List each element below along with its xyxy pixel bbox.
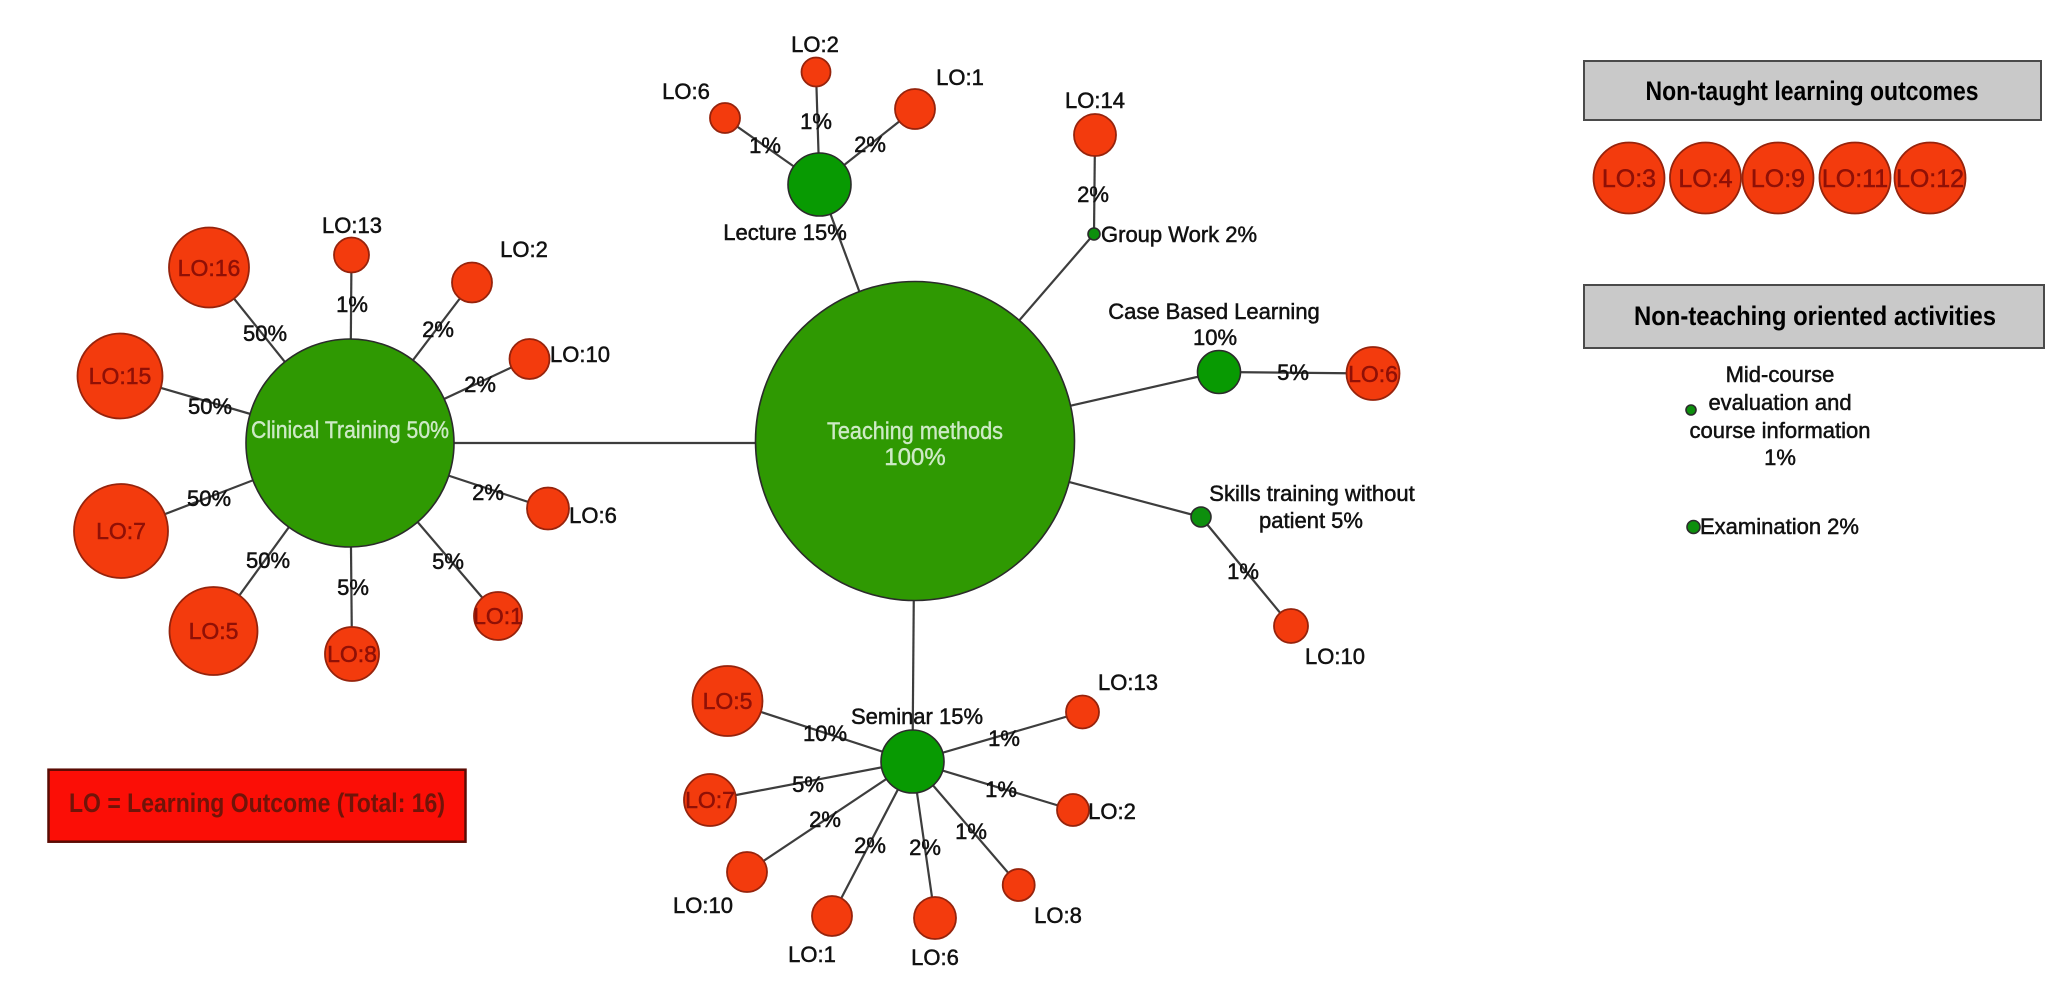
svg-text:LO:8: LO:8 <box>327 641 377 667</box>
svg-text:1%: 1% <box>800 109 832 134</box>
svg-text:1%: 1% <box>749 133 781 158</box>
svg-text:Examination 2%: Examination 2% <box>1700 514 1859 539</box>
svg-text:Non-taught learning outcomes: Non-taught learning outcomes <box>1646 76 1979 106</box>
svg-text:1%: 1% <box>955 819 987 844</box>
svg-text:LO:15: LO:15 <box>89 363 152 389</box>
svg-text:1%: 1% <box>336 292 368 317</box>
svg-text:LO:10: LO:10 <box>550 342 610 367</box>
svg-text:5%: 5% <box>432 549 464 574</box>
svg-text:5%: 5% <box>1277 360 1309 385</box>
svg-text:LO:1: LO:1 <box>788 942 836 967</box>
svg-text:LO:5: LO:5 <box>703 688 753 714</box>
svg-text:Clinical Training 50%: Clinical Training 50% <box>251 417 449 444</box>
svg-text:LO:5: LO:5 <box>189 618 239 644</box>
svg-text:Seminar 15%: Seminar 15% <box>851 704 983 729</box>
svg-text:evaluation and: evaluation and <box>1708 390 1851 415</box>
svg-text:10%: 10% <box>803 721 847 746</box>
svg-text:LO:2: LO:2 <box>791 32 839 57</box>
svg-text:patient 5%: patient 5% <box>1259 508 1363 533</box>
svg-text:2%: 2% <box>1077 182 1109 207</box>
svg-text:50%: 50% <box>246 548 290 573</box>
svg-text:2%: 2% <box>809 807 841 832</box>
svg-text:LO:9: LO:9 <box>1751 165 1805 193</box>
svg-text:LO:11: LO:11 <box>1822 165 1888 193</box>
svg-text:LO:7: LO:7 <box>685 787 735 813</box>
svg-text:LO:14: LO:14 <box>1065 88 1125 113</box>
svg-text:2%: 2% <box>464 372 496 397</box>
svg-text:LO:13: LO:13 <box>1098 670 1158 695</box>
svg-text:50%: 50% <box>243 321 287 346</box>
svg-text:100%: 100% <box>884 444 945 471</box>
svg-text:10%: 10% <box>1193 325 1237 350</box>
svg-text:50%: 50% <box>188 394 232 419</box>
svg-text:LO:1: LO:1 <box>936 65 984 90</box>
svg-text:LO:2: LO:2 <box>1088 799 1136 824</box>
svg-text:Teaching methods: Teaching methods <box>827 418 1003 445</box>
svg-text:1%: 1% <box>985 777 1017 802</box>
svg-text:LO = Learning Outcome (Total:: LO = Learning Outcome (Total: 16) <box>69 788 445 818</box>
svg-text:Lecture 15%: Lecture 15% <box>723 220 847 245</box>
svg-text:LO:1: LO:1 <box>473 603 523 629</box>
svg-text:1%: 1% <box>1764 445 1796 470</box>
svg-text:LO:2: LO:2 <box>500 237 548 262</box>
svg-text:5%: 5% <box>337 575 369 600</box>
svg-text:LO:10: LO:10 <box>1305 644 1365 669</box>
svg-text:LO:13: LO:13 <box>322 213 382 238</box>
svg-text:LO:6: LO:6 <box>662 79 710 104</box>
svg-text:LO:4: LO:4 <box>1678 165 1732 193</box>
svg-text:1%: 1% <box>1227 559 1259 584</box>
svg-text:LO:12: LO:12 <box>1896 165 1964 193</box>
svg-text:50%: 50% <box>187 486 231 511</box>
svg-text:Mid-course: Mid-course <box>1726 362 1835 387</box>
svg-text:Skills training without: Skills training without <box>1209 481 1414 506</box>
svg-text:LO:16: LO:16 <box>178 255 241 281</box>
svg-text:LO:8: LO:8 <box>1034 903 1082 928</box>
svg-text:course information: course information <box>1690 418 1871 443</box>
svg-text:2%: 2% <box>422 317 454 342</box>
svg-text:Non-teaching oriented activiti: Non-teaching oriented activities <box>1634 301 1996 331</box>
svg-text:LO:7: LO:7 <box>96 518 146 544</box>
svg-text:2%: 2% <box>854 132 886 157</box>
svg-text:2%: 2% <box>909 835 941 860</box>
svg-text:LO:6: LO:6 <box>569 503 617 528</box>
svg-text:5%: 5% <box>792 772 824 797</box>
svg-text:LO:10: LO:10 <box>673 893 733 918</box>
svg-text:LO:6: LO:6 <box>911 945 959 970</box>
svg-text:Group Work 2%: Group Work 2% <box>1101 222 1257 247</box>
svg-text:LO:6: LO:6 <box>1348 361 1398 387</box>
svg-text:LO:3: LO:3 <box>1602 165 1656 193</box>
svg-text:Case Based Learning: Case Based Learning <box>1108 299 1320 324</box>
svg-text:1%: 1% <box>988 726 1020 751</box>
svg-text:2%: 2% <box>854 833 886 858</box>
svg-text:2%: 2% <box>472 480 504 505</box>
